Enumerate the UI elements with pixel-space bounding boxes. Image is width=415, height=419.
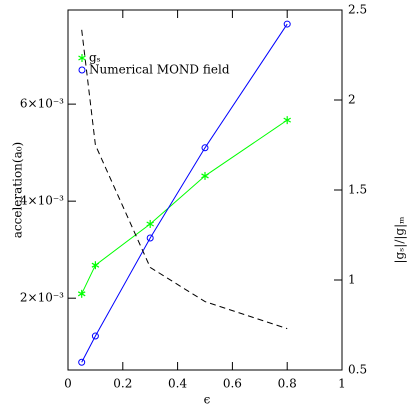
y2-tick-label: 2 (348, 93, 356, 107)
y-tick-label: 2×10⁻³ (20, 291, 64, 305)
y2-tick-label: 1 (348, 273, 356, 287)
x-tick-label: 0.4 (168, 377, 187, 391)
y2-tick-label: 1.5 (348, 183, 367, 197)
star-stroke (146, 221, 154, 227)
x-tick-label: 1 (338, 377, 346, 391)
point (78, 358, 86, 366)
point (146, 219, 154, 228)
y2-axis-label: |gₛ|/|g|ₘ (393, 217, 407, 264)
x-tick-label: 0 (64, 377, 72, 391)
y-tick-label: 4×10⁻³ (20, 194, 64, 208)
y2-tick-label: 0.5 (348, 363, 367, 377)
star-stroke (91, 262, 100, 268)
star-stroke (78, 55, 86, 61)
y2-tick-label: 2.5 (348, 3, 367, 17)
point (283, 20, 291, 28)
point (201, 171, 209, 180)
point (77, 289, 86, 298)
x-axis-label: ϵ (204, 393, 211, 407)
legend-label: gₛ (89, 51, 101, 65)
series-line (81, 119, 288, 295)
point (283, 116, 291, 125)
y-axis-label: acceleration(a₀) (11, 142, 25, 238)
point (201, 144, 209, 152)
star-stroke (283, 117, 291, 123)
point (91, 332, 99, 340)
point (146, 234, 154, 242)
legend-label: Numerical MOND field (89, 63, 230, 77)
star-stroke (77, 291, 86, 297)
series-line (81, 23, 288, 363)
star-stroke (201, 173, 209, 179)
legend-marker (78, 54, 86, 62)
point (91, 261, 100, 270)
x-tick-label: 0.8 (278, 377, 297, 391)
series-line (81, 29, 288, 330)
x-tick-label: 0.6 (223, 377, 242, 391)
legend-marker (78, 66, 86, 74)
y-tick-label: 6×10⁻³ (20, 97, 64, 111)
x-tick-label: 0.2 (113, 377, 132, 391)
